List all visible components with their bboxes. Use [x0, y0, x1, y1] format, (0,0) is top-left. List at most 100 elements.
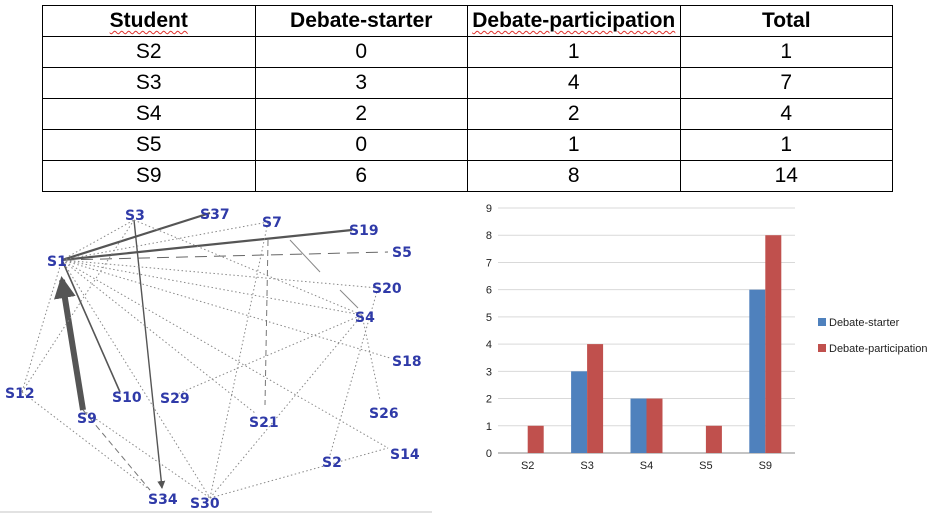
- edge: [174, 314, 363, 396]
- edge: [329, 287, 379, 456]
- node-label: S34: [148, 492, 178, 508]
- cell-student: S9: [42, 160, 256, 192]
- legend-swatch: [818, 344, 826, 352]
- bar-debate-participation-s9: [765, 235, 782, 453]
- node-label: S14: [390, 447, 420, 463]
- bar-debate-participation-s2: [527, 425, 544, 453]
- x-tick-label: S5: [699, 460, 712, 472]
- bar-debate-starter-s3: [571, 371, 588, 453]
- node-label: S21: [249, 415, 279, 431]
- edge: [21, 259, 63, 393]
- x-tick-label: S9: [759, 460, 772, 472]
- node-label: S20: [372, 281, 402, 297]
- edge: [82, 409, 211, 499]
- cell-debate-participation: 1: [467, 129, 681, 161]
- bar-debate-participation-s5: [705, 425, 722, 453]
- y-tick-label: 4: [486, 339, 492, 351]
- cell-total: 14: [679, 160, 893, 192]
- node-label: S1: [47, 254, 67, 270]
- network-nodes: S1 S3 S37 S7 S19 S5 S20 S4 S18 S12 S10 S…: [5, 207, 422, 512]
- interaction-network: S1 S3 S37 S7 S19 S5 S20 S4 S18 S12 S10 S…: [0, 207, 432, 513]
- node-label: S26: [369, 406, 399, 422]
- cell-total: 1: [679, 36, 893, 68]
- bars: [527, 235, 782, 453]
- x-tick-labels: S2 S3 S4 S5 S9: [521, 460, 772, 472]
- y-tick-label: 2: [486, 394, 492, 406]
- cell-total: 4: [679, 98, 893, 130]
- header-total: Total: [679, 5, 893, 37]
- table-row: S5 0 1 1: [42, 129, 893, 161]
- node-label: S29: [160, 391, 190, 407]
- header-student: Student: [42, 5, 256, 37]
- edge: [289, 239, 321, 273]
- y-tick-label: 9: [486, 203, 492, 215]
- legend-label: Debate-starter: [829, 317, 900, 329]
- y-tick-label: 1: [486, 421, 492, 433]
- cell-total: 7: [679, 67, 893, 99]
- edge: [61, 228, 353, 262]
- y-tick-label: 5: [486, 312, 492, 324]
- edge: [61, 251, 389, 261]
- node-label: S37: [200, 207, 230, 223]
- bar-debate-starter-s4: [630, 398, 647, 453]
- edge: [61, 259, 256, 414]
- bar-debate-participation-s3: [587, 344, 604, 453]
- edge: [61, 221, 269, 261]
- cell-debate-starter: 6: [254, 160, 468, 192]
- y-tick-label: 0: [486, 448, 492, 460]
- bar-debate-starter-s9: [749, 289, 766, 453]
- edge: [21, 391, 151, 491]
- y-tick-label: 7: [486, 257, 492, 269]
- node-label: S30: [190, 496, 220, 512]
- table-row: S4 2 2 4: [42, 98, 893, 130]
- table-row: S9 6 8 14: [42, 160, 893, 192]
- cell-debate-participation: 8: [467, 160, 681, 192]
- cell-debate-starter: 0: [254, 129, 468, 161]
- node-label: S19: [349, 223, 379, 239]
- edge: [61, 259, 363, 316]
- edge: [61, 259, 391, 359]
- legend-swatch: [818, 318, 826, 326]
- cell-student: S3: [42, 67, 256, 99]
- table-header-row: Student Debate-starter Debate-participat…: [42, 5, 893, 37]
- cell-debate-participation: 1: [467, 36, 681, 68]
- y-tick-label: 3: [486, 366, 492, 378]
- cell-debate-starter: 0: [254, 36, 468, 68]
- edge: [361, 314, 381, 401]
- table-row: S3 3 4 7: [42, 67, 893, 99]
- edge: [264, 239, 269, 406]
- x-tick-label: S4: [640, 460, 653, 472]
- node-label: S10: [112, 390, 142, 406]
- cell-debate-starter: 3: [254, 67, 468, 99]
- node-label: S3: [125, 208, 145, 224]
- y-tick-labels: 0 1 2 3 4 5 6 7 8 9: [486, 203, 492, 460]
- cell-debate-starter: 2: [254, 98, 468, 130]
- header-debate-participation: Debate-participation: [467, 5, 681, 37]
- edge: [209, 447, 389, 499]
- node-label: S4: [355, 310, 375, 326]
- bar-debate-participation-s4: [646, 398, 663, 453]
- network-edges: [21, 211, 391, 499]
- node-label: S7: [262, 215, 282, 231]
- y-tick-label: 8: [486, 230, 492, 242]
- legend: Debate-starter Debate-participation: [818, 317, 927, 355]
- edge: [133, 219, 166, 489]
- header-debate-starter: Debate-starter: [254, 5, 468, 37]
- cell-student: S5: [42, 129, 256, 161]
- edge: [209, 221, 269, 499]
- node-label: S12: [5, 386, 35, 402]
- x-tick-label: S2: [521, 460, 534, 472]
- legend-label: Debate-participation: [829, 343, 927, 355]
- table-row: S2 0 1 1: [42, 36, 893, 68]
- x-tick-label: S3: [580, 460, 593, 472]
- y-tick-label: 6: [486, 285, 492, 297]
- edge: [61, 259, 211, 499]
- node-label: S2: [322, 455, 342, 471]
- edge: [61, 259, 379, 289]
- edge: [82, 409, 151, 491]
- edge: [54, 276, 86, 411]
- node-label: S5: [392, 245, 412, 261]
- cell-student: S2: [42, 36, 256, 68]
- edge: [133, 219, 363, 316]
